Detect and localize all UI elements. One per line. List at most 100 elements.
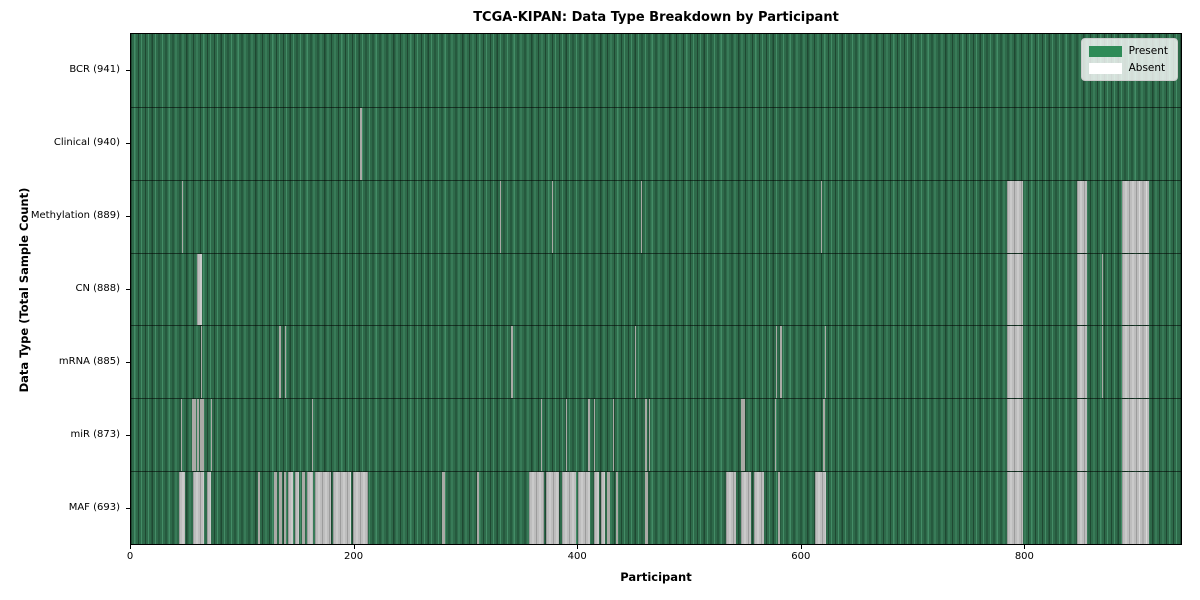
heatmap-absent-stripe xyxy=(295,472,300,544)
heatmap-absent-stripe xyxy=(192,399,196,472)
chart-title: TCGA-KIPAN: Data Type Breakdown by Parti… xyxy=(473,10,839,25)
y-tick-mark xyxy=(126,69,130,71)
heatmap-absent-stripe xyxy=(1101,326,1103,399)
heatmap-absent-stripe xyxy=(311,399,313,472)
heatmap-absent-stripe xyxy=(307,472,313,544)
heatmap-absent-stripe xyxy=(594,399,596,472)
heatmap-absent-stripe xyxy=(594,472,599,544)
heatmap-absent-stripe xyxy=(600,472,606,544)
heatmap-absent-stripe xyxy=(1121,180,1149,253)
heatmap-absent-stripe xyxy=(1006,253,1023,326)
heatmap-absent-stripe xyxy=(1077,399,1088,472)
heatmap-absent-stripe xyxy=(607,472,610,544)
heatmap-absent-stripe xyxy=(283,472,287,544)
heatmap-row xyxy=(131,325,1181,399)
heatmap-absent-stripe xyxy=(645,399,647,472)
heatmap-absent-stripe xyxy=(196,253,203,326)
heatmap-absent-stripe xyxy=(616,472,618,544)
heatmap-absent-stripe xyxy=(578,472,590,544)
x-tick-mark xyxy=(130,545,131,549)
x-tick-mark xyxy=(800,545,802,549)
heatmap-absent-stripe xyxy=(315,472,331,544)
heatmap-absent-stripe xyxy=(442,472,445,544)
heatmap-absent-stripe xyxy=(353,472,368,544)
heatmap-absent-stripe xyxy=(288,472,293,544)
x-tick-mark xyxy=(353,545,355,549)
heatmap-absent-stripe xyxy=(820,180,822,253)
heatmap-absent-stripe xyxy=(822,399,826,472)
heatmap-absent-stripe xyxy=(359,107,362,180)
y-tick-label: mRNA (885) xyxy=(58,356,120,368)
heatmap-row xyxy=(131,252,1181,326)
heatmap-absent-stripe xyxy=(1121,472,1149,544)
heatmap-absent-stripe xyxy=(741,472,752,544)
heatmap-absent-stripe xyxy=(635,326,637,399)
heatmap-absent-stripe xyxy=(780,326,782,399)
heatmap-absent-stripe xyxy=(561,472,577,544)
heatmap-absent-stripe xyxy=(201,326,203,399)
x-tick-label: 0 xyxy=(126,551,134,562)
heatmap-absent-stripe xyxy=(1006,472,1023,544)
x-tick-label: 800 xyxy=(1014,551,1034,562)
heatmap-absent-stripe xyxy=(540,399,542,472)
heatmap-absent-stripe xyxy=(753,472,764,544)
heatmap-absent-stripe xyxy=(211,399,213,472)
y-tick-label: miR (873) xyxy=(70,429,120,441)
heatmap-absent-stripe xyxy=(181,399,183,472)
heatmap-absent-stripe xyxy=(566,399,568,472)
heatmap-absent-stripe xyxy=(273,472,278,544)
heatmap-row xyxy=(131,398,1181,472)
heatmap-absent-stripe xyxy=(1077,472,1088,544)
heatmap-row xyxy=(131,106,1181,180)
heatmap-absent-stripe xyxy=(815,472,827,544)
heatmap-absent-stripe xyxy=(279,326,281,399)
heatmap-absent-stripe xyxy=(1121,399,1149,472)
heatmap-absent-stripe xyxy=(529,472,544,544)
x-tick-label: 600 xyxy=(791,551,811,562)
y-tick-label: BCR (941) xyxy=(69,63,120,75)
heatmap-absent-stripe xyxy=(648,399,650,472)
y-tick-label: CN (888) xyxy=(75,283,120,294)
y-tick-label: Methylation (889) xyxy=(30,209,120,221)
heatmap-absent-stripe xyxy=(546,472,560,544)
x-tick-mark xyxy=(1024,545,1026,549)
heatmap-absent-stripe xyxy=(1006,399,1023,472)
heatmap-absent-stripe xyxy=(778,472,781,544)
y-tick-mark xyxy=(126,142,130,144)
heatmap-absent-stripe xyxy=(476,472,480,544)
heatmap-absent-stripe xyxy=(551,180,553,253)
heatmap-absent-stripe xyxy=(774,399,776,472)
heatmap-absent-stripe xyxy=(741,399,745,472)
heatmap-absent-stripe xyxy=(511,326,513,399)
heatmap-row xyxy=(131,471,1181,544)
heatmap-absent-stripe xyxy=(258,472,261,544)
heatmap-absent-stripe xyxy=(196,399,200,472)
heatmap-absent-stripe xyxy=(284,326,287,399)
heatmap-absent-stripe xyxy=(193,472,204,544)
y-tick-mark xyxy=(126,215,130,217)
heatmap-absent-stripe xyxy=(178,472,185,544)
x-tick-label: 400 xyxy=(567,551,587,562)
heatmap-absent-stripe xyxy=(1006,180,1023,253)
heatmap-absent-stripe xyxy=(775,326,778,399)
plot-area xyxy=(130,33,1182,545)
heatmap-absent-stripe xyxy=(1077,326,1088,399)
y-tick-mark xyxy=(126,289,130,290)
heatmap-absent-stripe xyxy=(588,399,590,472)
heatmap-absent-stripe xyxy=(613,399,615,472)
heatmap-absent-stripe xyxy=(1101,253,1103,326)
heatmap-row xyxy=(131,179,1181,253)
y-tick-mark xyxy=(126,362,130,364)
heatmap-absent-stripe xyxy=(1077,180,1088,253)
heatmap-absent-stripe xyxy=(332,472,351,544)
heatmap-absent-stripe xyxy=(206,472,212,544)
x-tick-mark xyxy=(577,545,579,549)
heatmap-absent-stripe xyxy=(645,472,648,544)
y-tick-label: Clinical (940) xyxy=(53,136,120,148)
heatmap-absent-stripe xyxy=(182,180,184,253)
x-tick-label: 200 xyxy=(344,551,364,562)
heatmap-absent-stripe xyxy=(1121,253,1149,326)
heatmap-absent-stripe xyxy=(725,472,736,544)
y-tick-mark xyxy=(126,508,130,510)
